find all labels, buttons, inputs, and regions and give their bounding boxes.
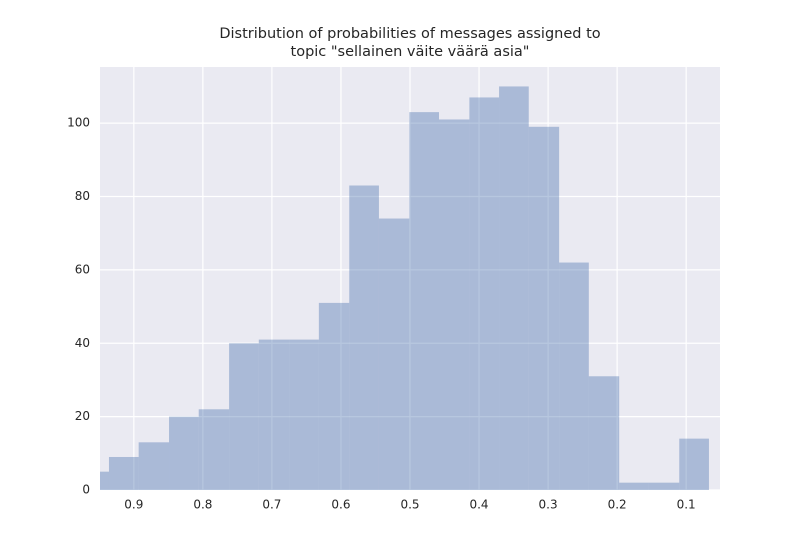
bar [138,442,170,490]
y-tick-label: 40 [75,336,90,350]
bar [588,376,620,490]
bar [469,97,500,490]
x-tick-label: 0.8 [193,498,212,512]
bar [318,302,350,490]
bar [679,438,709,490]
x-tick-label: 0.2 [608,498,627,512]
bar [169,416,199,490]
bar [499,86,529,490]
bar [229,343,259,490]
y-tick-label: 60 [75,262,90,276]
bar [258,339,290,490]
x-tick-label: 0.7 [262,498,281,512]
grid [100,67,720,491]
y-tick-label: 0 [82,483,90,497]
y-tick-label: 20 [75,409,90,423]
bar [100,471,109,490]
bar [378,218,410,490]
x-tick-label: 0.3 [539,498,558,512]
x-tick-label: 0.5 [400,498,419,512]
bar [619,482,649,490]
bar [108,456,139,490]
x-tick-label: 0.6 [331,498,350,512]
x-tick-label: 0.4 [469,498,488,512]
y-tick-label: 80 [75,189,90,203]
chart-title: topic "sellainen väite väärä asia" [291,44,530,60]
y-tick-label: 100 [67,116,90,130]
x-tick-label: 0.1 [677,498,696,512]
bar [528,126,560,490]
bar [559,262,589,490]
bar [289,339,319,490]
bar [409,112,439,490]
bar [198,409,230,490]
bar [438,119,470,490]
chart-title: Distribution of probabilities of message… [219,26,600,42]
bar [349,185,379,490]
bars [100,86,709,490]
labels: 0 20 40 60 80 100 0.9 0.8 0.7 0.6 0.5 0.4 0.3 0.2 0.1 [67,116,696,512]
bar [648,482,680,490]
x-tick-label: 0.9 [124,498,143,512]
